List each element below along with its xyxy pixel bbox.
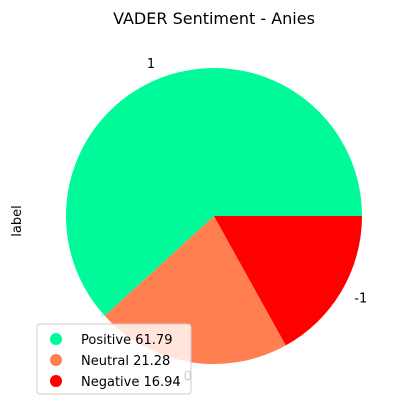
legend-marker-negative bbox=[50, 375, 62, 387]
pie-slice-label-1: 1 bbox=[147, 57, 155, 72]
chart-title: VADER Sentiment - Anies bbox=[113, 9, 315, 28]
legend-marker-positive bbox=[50, 333, 62, 345]
pie-slice-label-3: -1 bbox=[354, 292, 367, 307]
pie-slices bbox=[66, 68, 362, 364]
legend-label-positive: Positive 61.79 bbox=[81, 333, 172, 348]
legend: Positive 61.79 Neutral 21.28 Negative 16… bbox=[37, 324, 191, 394]
y-axis-label: label bbox=[10, 205, 25, 236]
legend-marker-neutral bbox=[50, 354, 62, 366]
legend-label-neutral: Neutral 21.28 bbox=[81, 354, 170, 369]
legend-label-negative: Negative 16.94 bbox=[81, 375, 181, 390]
